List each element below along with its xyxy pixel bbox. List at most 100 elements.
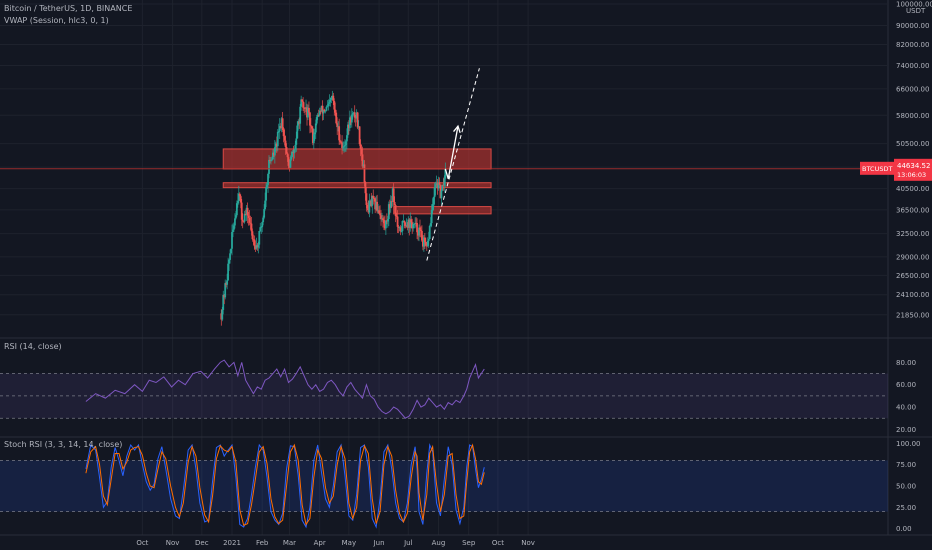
- stoch-rsi-legend[interactable]: Stoch RSI (3, 3, 14, 14, close): [4, 440, 123, 449]
- candle-body: [440, 190, 443, 199]
- candle-body: [235, 203, 238, 216]
- candle-body: [409, 219, 412, 228]
- candle-body: [354, 117, 357, 119]
- candle-body: [417, 232, 419, 236]
- candle-body: [266, 184, 268, 188]
- candle-body: [375, 201, 378, 210]
- candle-body: [426, 240, 429, 246]
- candle-body: [238, 193, 241, 197]
- candle-body: [275, 143, 278, 147]
- candle-body: [333, 101, 336, 110]
- projection-arrow: [444, 126, 459, 180]
- price-tick-label: 100000.00: [896, 1, 932, 9]
- candle-body: [251, 231, 254, 240]
- candle-body: [320, 105, 323, 112]
- candle-body: [304, 108, 306, 109]
- candle-body: [245, 207, 248, 215]
- vwap-legend[interactable]: VWAP (Session, hlc3, 0, 1): [4, 16, 109, 25]
- candle-body: [231, 232, 233, 249]
- candle-body: [374, 198, 377, 210]
- candle-body: [376, 201, 379, 212]
- price-tick-label: 29000.00: [896, 253, 929, 261]
- candle-body: [264, 200, 267, 210]
- candle-body: [431, 204, 434, 210]
- candle-body: [382, 218, 384, 221]
- candle-body: [429, 223, 432, 226]
- candle-body: [302, 101, 305, 108]
- candle-body: [332, 95, 335, 102]
- candle-body: [393, 202, 396, 206]
- candle-body: [250, 223, 253, 232]
- candle-body: [406, 225, 409, 228]
- candle-body: [286, 153, 289, 158]
- candle-body: [329, 99, 332, 103]
- x-tick-label: Jul: [403, 539, 413, 547]
- candle-body: [285, 147, 288, 154]
- candle-body: [221, 309, 224, 320]
- candle-body: [422, 237, 425, 247]
- candle-body: [268, 159, 270, 174]
- candle-body: [225, 283, 228, 285]
- candle-body: [435, 183, 438, 185]
- candle-body: [306, 107, 308, 118]
- candle-body: [248, 217, 251, 223]
- candle-body: [230, 248, 232, 254]
- candle-body: [326, 106, 329, 108]
- candle-body: [296, 125, 299, 139]
- x-tick-label: Oct: [492, 539, 504, 547]
- candle-body: [373, 198, 376, 199]
- candle-body: [295, 138, 298, 145]
- candle-body: [342, 147, 344, 149]
- candle-body: [252, 239, 255, 240]
- candle-body: [297, 121, 300, 126]
- resistance-zone: [222, 182, 492, 189]
- candle-body: [311, 128, 314, 144]
- candle-body: [277, 130, 280, 132]
- candle-body: [247, 215, 250, 218]
- candle-body: [267, 173, 269, 185]
- candle-body: [377, 210, 379, 212]
- candle-body: [335, 112, 338, 124]
- price-tick-label: 24100.00: [896, 291, 929, 299]
- candle-body: [420, 229, 422, 231]
- candle-body: [443, 178, 446, 186]
- candle-body: [256, 245, 259, 248]
- candle-body: [379, 213, 381, 216]
- rsi-tick-label: 60.00: [896, 381, 916, 389]
- candles: [220, 90, 447, 326]
- candle-body: [400, 231, 403, 232]
- candle-body: [387, 204, 390, 220]
- candle-body: [261, 222, 264, 228]
- stoch-tick-label: 50.00: [896, 483, 916, 491]
- candle-body: [318, 110, 321, 116]
- symbol-legend[interactable]: Bitcoin / TetherUS, 1D, BINANCE: [4, 4, 133, 13]
- candle-body: [299, 106, 302, 124]
- candle-body: [309, 112, 311, 126]
- price-tick-label: 82000.00: [896, 41, 929, 49]
- rsi-legend[interactable]: RSI (14, close): [4, 342, 62, 351]
- candle-body: [347, 124, 350, 129]
- candle-body: [309, 125, 312, 127]
- candle-body: [291, 151, 294, 157]
- candle-body: [243, 213, 246, 222]
- price-tick-label: 50500.00: [896, 140, 929, 148]
- candle-body: [355, 112, 358, 119]
- candle-body: [416, 223, 418, 233]
- candle-body: [378, 210, 380, 214]
- countdown-label: 13:06:03: [897, 171, 926, 179]
- candle-body: [372, 195, 375, 199]
- symbol-badge: [860, 161, 894, 175]
- candle-body: [407, 219, 410, 228]
- x-tick-label: Feb: [256, 539, 269, 547]
- candle-body: [388, 204, 391, 208]
- candle-body: [412, 224, 415, 229]
- candle-body: [223, 294, 226, 298]
- price-tick-label: 40500.00: [896, 185, 929, 193]
- candle-body: [384, 220, 387, 229]
- candle-body: [438, 182, 441, 185]
- candle-body: [328, 102, 331, 104]
- candle-body: [428, 225, 431, 240]
- candle-body: [289, 159, 292, 168]
- symbol-badge-label: BTCUSDT: [862, 165, 892, 173]
